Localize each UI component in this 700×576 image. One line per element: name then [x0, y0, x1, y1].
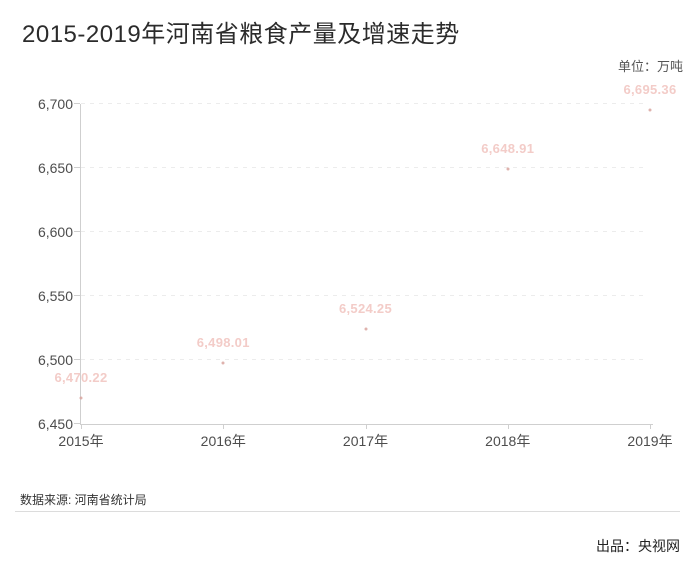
y-axis-tick: [74, 295, 80, 296]
data-point-label: 6,648.91: [481, 141, 535, 157]
y-axis-tick-label: 6,650: [37, 160, 73, 176]
gridline: [81, 231, 646, 232]
x-axis-tick-label: 2017年: [342, 433, 389, 449]
x-axis-tick: [650, 425, 651, 429]
y-axis-tick-label: 6,600: [37, 224, 73, 240]
x-axis-tick-label: 2018年: [485, 433, 531, 449]
producer-label: 出品：央视网: [596, 538, 680, 554]
x-axis-tick: [223, 425, 225, 429]
y-axis-tick-label: 6,450: [37, 416, 73, 432]
y-axis-tick: [74, 167, 80, 168]
data-point: [648, 108, 652, 112]
data-point: [506, 167, 510, 171]
data-source-label: 数据来源: 河南省统计局: [20, 493, 147, 507]
plot-area: 6,450 6,500 6,550 6,600 6,650 6,700 2015年 2016年…: [38, 82, 676, 449]
footer-divider: [15, 511, 680, 512]
gridline: [81, 295, 646, 296]
y-axis-tick: [74, 231, 80, 232]
x-axis-tick: [507, 425, 509, 429]
x-axis-tick-label: 2016年: [200, 433, 246, 449]
data-point: [79, 396, 83, 400]
gridline: [81, 103, 646, 104]
x-axis-tick-label: 2015年: [58, 433, 104, 449]
data-point-label: 6,695.36: [623, 81, 677, 97]
y-axis-tick: [74, 103, 80, 104]
y-axis-tick: [74, 423, 80, 424]
y-axis-tick: [74, 359, 80, 360]
gridline: [81, 359, 646, 360]
data-point-label: 6,470.22: [54, 370, 108, 386]
y-axis-tick-label: 6,550: [37, 288, 73, 304]
unit-label: 单位：万吨: [617, 59, 683, 74]
data-point: [364, 327, 367, 331]
data-point: [221, 361, 225, 365]
y-axis-tick-label: 6,500: [37, 352, 73, 368]
y-axis-tick-label: 6,700: [37, 96, 73, 112]
x-axis-tick: [365, 425, 367, 429]
x-axis-tick-label: 2019年: [627, 433, 673, 449]
x-axis-tick: [81, 425, 82, 429]
data-point-label: 6,498.01: [196, 334, 250, 350]
gridline: [81, 167, 646, 168]
chart-title: 2015-2019年河南省粮食产量及增速走势: [22, 21, 460, 48]
data-point-label: 6,524.25: [338, 300, 393, 316]
